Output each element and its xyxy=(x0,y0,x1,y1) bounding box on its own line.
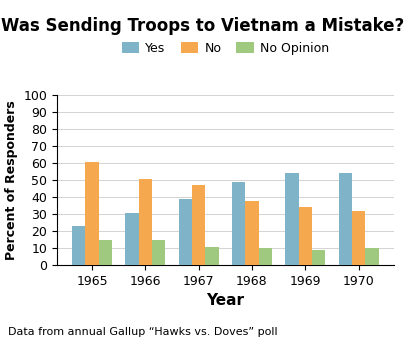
Bar xyxy=(72,226,85,265)
Bar xyxy=(192,185,205,265)
Bar xyxy=(139,178,152,265)
Text: Data from annual Gallup “Hawks vs. Doves” poll: Data from annual Gallup “Hawks vs. Doves… xyxy=(8,327,277,337)
Bar xyxy=(245,201,258,265)
Text: Was Sending Troops to Vietnam a Mistake?: Was Sending Troops to Vietnam a Mistake? xyxy=(1,17,404,35)
X-axis label: Year: Year xyxy=(206,293,244,308)
Bar xyxy=(205,246,218,265)
Bar xyxy=(351,211,364,265)
Y-axis label: Percent of Responders: Percent of Responders xyxy=(5,100,18,260)
Bar xyxy=(231,182,245,265)
Bar xyxy=(98,240,112,265)
Legend: Yes, No, No Opinion: Yes, No, No Opinion xyxy=(116,37,333,60)
Bar xyxy=(364,248,377,265)
Bar xyxy=(178,199,192,265)
Bar xyxy=(298,207,311,265)
Bar xyxy=(125,212,139,265)
Bar xyxy=(285,173,298,265)
Bar xyxy=(338,173,351,265)
Bar xyxy=(152,240,165,265)
Bar xyxy=(85,162,98,265)
Bar xyxy=(311,250,324,265)
Bar xyxy=(258,248,271,265)
